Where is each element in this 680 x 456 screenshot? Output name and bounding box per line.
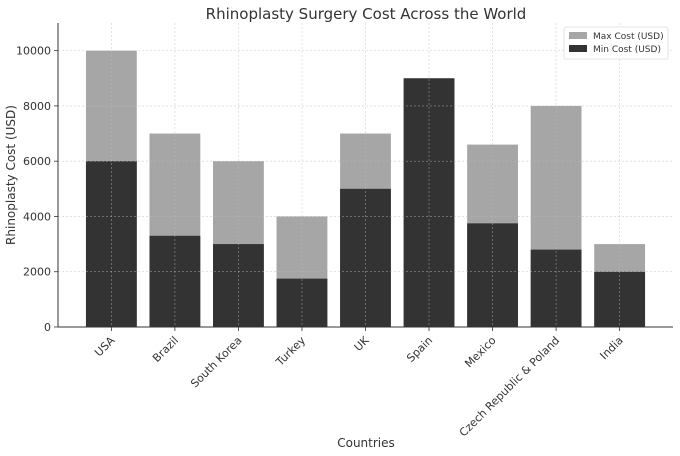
legend-box (563, 26, 669, 60)
bar-min-brazil (149, 235, 201, 327)
y-axis-label: Rhinoplasty Cost (USD) (4, 105, 18, 245)
x-tick-label: USA (92, 334, 118, 360)
x-axis-label: Countries (337, 436, 395, 450)
legend-label: Min Cost (USD) (593, 45, 661, 55)
y-tick-label: 0 (44, 321, 51, 334)
legend: Max Cost (USD) Min Cost (USD) (563, 26, 669, 60)
bar-min-uk (340, 188, 391, 327)
x-tick-label: Turkey (273, 334, 309, 370)
chart-title: Rhinoplasty Surgery Cost Across the Worl… (206, 5, 527, 23)
x-tick-label: India (597, 334, 625, 362)
bar-min-south-korea (213, 244, 264, 327)
x-tick-label: UK (352, 333, 373, 354)
y-tick-label: 4000 (23, 210, 51, 223)
legend-swatch (569, 32, 587, 39)
y-tick-label: 2000 (23, 266, 51, 279)
x-tick-label: Brazil (150, 334, 181, 365)
bar-min-turkey (276, 278, 328, 327)
y-tick-label: 6000 (23, 155, 51, 168)
legend-label: Max Cost (USD) (593, 32, 664, 42)
x-tick-label: Mexico (462, 334, 499, 371)
legend-swatch (569, 45, 587, 52)
y-tick-label: 10000 (16, 45, 51, 58)
y-tick-label: 8000 (23, 100, 51, 113)
x-tick-label: Spain (404, 334, 435, 365)
x-tick-label: South Korea (188, 334, 244, 390)
